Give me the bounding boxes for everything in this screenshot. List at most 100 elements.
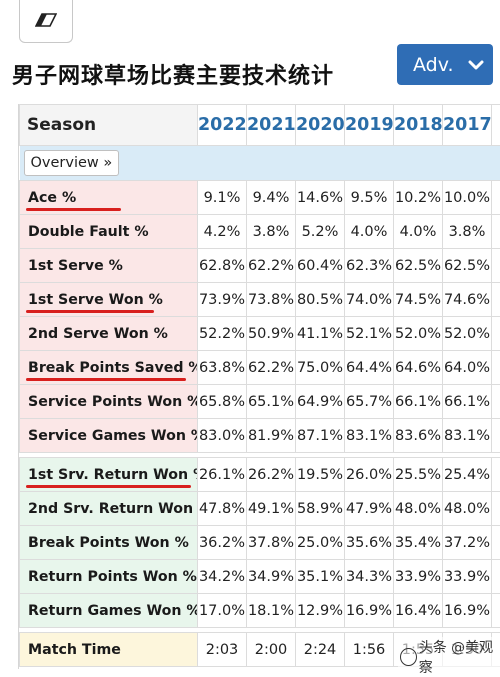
year-header[interactable]: 2019 — [345, 105, 394, 146]
table-row: Ace %9.1%9.4%14.6%9.5%10.2%10.0%1 — [20, 181, 500, 215]
stat-value: 4.2% — [198, 215, 247, 249]
stat-value: 65.8% — [198, 385, 247, 419]
stat-value: 64.6% — [394, 351, 443, 385]
watermark: 头条 @美观察 — [398, 637, 500, 677]
stat-value: 33.9% — [394, 560, 443, 594]
chevron-down-icon — [454, 54, 484, 76]
stat-value: 73.9% — [198, 283, 247, 317]
stat-value: 10.0% — [443, 181, 492, 215]
table-row: 1st Srv. Return Won %26.1%26.2%19.5%26.0… — [20, 458, 500, 492]
stat-value: 16.4% — [394, 594, 443, 628]
table-row: Break Points Won %36.2%37.8%25.0%35.6%35… — [20, 526, 500, 560]
adv-button-label: Adv. — [413, 54, 454, 76]
year-header[interactable]: 2017 — [443, 105, 492, 146]
stat-value: 3 — [492, 560, 500, 594]
stat-value: 66.1% — [394, 385, 443, 419]
stat-value: 50.9% — [247, 317, 296, 351]
stat-value: 1:56 — [345, 633, 394, 667]
adv-button[interactable]: Adv. — [397, 44, 493, 85]
stat-value: 4.0% — [345, 215, 394, 249]
year-header[interactable]: 2021 — [247, 105, 296, 146]
stat-value: 9.4% — [247, 181, 296, 215]
stat-value: 12.9% — [296, 594, 345, 628]
stat-label: Break Points Won % — [20, 526, 198, 560]
stat-label: 1st Srv. Return Won % — [20, 458, 198, 492]
red-underline-mark — [26, 485, 191, 488]
stat-value: 52.0% — [443, 317, 492, 351]
stat-value: 1 — [492, 594, 500, 628]
stat-value: 25.5% — [394, 458, 443, 492]
stat-value: 65.7% — [345, 385, 394, 419]
stat-value: 52.0% — [394, 317, 443, 351]
year-header[interactable]: 2018 — [394, 105, 443, 146]
stat-value: 5 — [492, 317, 500, 351]
stat-label: Return Games Won % — [20, 594, 198, 628]
stat-value: 49.1% — [247, 492, 296, 526]
stat-label: Return Points Won % — [20, 560, 198, 594]
stat-value: 34.9% — [247, 560, 296, 594]
stat-value: 60.4% — [296, 249, 345, 283]
stat-value: 10.2% — [394, 181, 443, 215]
stat-value: 2:24 — [296, 633, 345, 667]
stat-value: 6 — [492, 385, 500, 419]
stat-value: 7 — [492, 283, 500, 317]
stat-value: 74.5% — [394, 283, 443, 317]
stat-value: 66.1% — [443, 385, 492, 419]
stat-value: 9.5% — [345, 181, 394, 215]
red-underline-mark — [26, 208, 121, 211]
stat-value: 3 — [492, 526, 500, 560]
stat-value: 19.5% — [296, 458, 345, 492]
year-header[interactable]: 2022 — [198, 105, 247, 146]
table-row: 1st Serve Won %73.9%73.8%80.5%74.0%74.5%… — [20, 283, 500, 317]
table-row: 2nd Serve Won %52.2%50.9%41.1%52.1%52.0%… — [20, 317, 500, 351]
stat-value: 58.9% — [296, 492, 345, 526]
overview-button[interactable]: Overview » — [24, 150, 120, 176]
stat-value: 1 — [492, 181, 500, 215]
table-row: Return Games Won %17.0%18.1%12.9%16.9%16… — [20, 594, 500, 628]
stat-value: 8 — [492, 419, 500, 453]
stat-value: 64.9% — [296, 385, 345, 419]
stat-value: 62.5% — [443, 249, 492, 283]
stat-value: 26.2% — [247, 458, 296, 492]
stat-value: 36.2% — [198, 526, 247, 560]
stat-value: 6 — [492, 249, 500, 283]
stats-table: Season 2022202120202019201820172 Overvie… — [19, 104, 500, 667]
stat-value: 47.9% — [345, 492, 394, 526]
stat-value: 37.2% — [443, 526, 492, 560]
stats-table-container[interactable]: Season 2022202120202019201820172 Overvie… — [18, 104, 500, 669]
table-row: Return Points Won %34.2%34.9%35.1%34.3%3… — [20, 560, 500, 594]
eraser-icon — [35, 12, 57, 31]
stat-value: 80.5% — [296, 283, 345, 317]
stat-value: 34.3% — [345, 560, 394, 594]
stat-value: 62.3% — [345, 249, 394, 283]
stat-value: 17.0% — [198, 594, 247, 628]
stat-value: 52.1% — [345, 317, 394, 351]
stat-value: 2:00 — [247, 633, 296, 667]
stat-value: 34.2% — [198, 560, 247, 594]
eraser-button[interactable] — [19, 0, 73, 43]
stat-value: 47.8% — [198, 492, 247, 526]
table-row: 2nd Srv. Return Won %47.8%49.1%58.9%47.9… — [20, 492, 500, 526]
stat-value: 81.9% — [247, 419, 296, 453]
stat-value: 25.4% — [443, 458, 492, 492]
stat-value: 16.9% — [345, 594, 394, 628]
stat-value: 65.1% — [247, 385, 296, 419]
table-row: Service Games Won %83.0%81.9%87.1%83.1%8… — [20, 419, 500, 453]
year-header[interactable]: 2020 — [296, 105, 345, 146]
stat-value: 26.1% — [198, 458, 247, 492]
stat-value: 18.1% — [247, 594, 296, 628]
overview-row: Overview » — [20, 146, 500, 181]
stat-value: 4 — [492, 492, 500, 526]
year-header[interactable]: 2 — [492, 105, 500, 146]
red-underline-mark — [26, 378, 186, 381]
stat-value: 2:03 — [198, 633, 247, 667]
stat-value: 16.9% — [443, 594, 492, 628]
stat-value: 35.6% — [345, 526, 394, 560]
stat-value: 3.8% — [443, 215, 492, 249]
table-row: Double Fault %4.2%3.8%5.2%4.0%4.0%3.8% — [20, 215, 500, 249]
stat-value: 83.1% — [345, 419, 394, 453]
stat-value: 9.1% — [198, 181, 247, 215]
stat-label: Service Points Won % — [20, 385, 198, 419]
stat-value: 25.0% — [296, 526, 345, 560]
season-header[interactable]: Season — [20, 105, 198, 146]
